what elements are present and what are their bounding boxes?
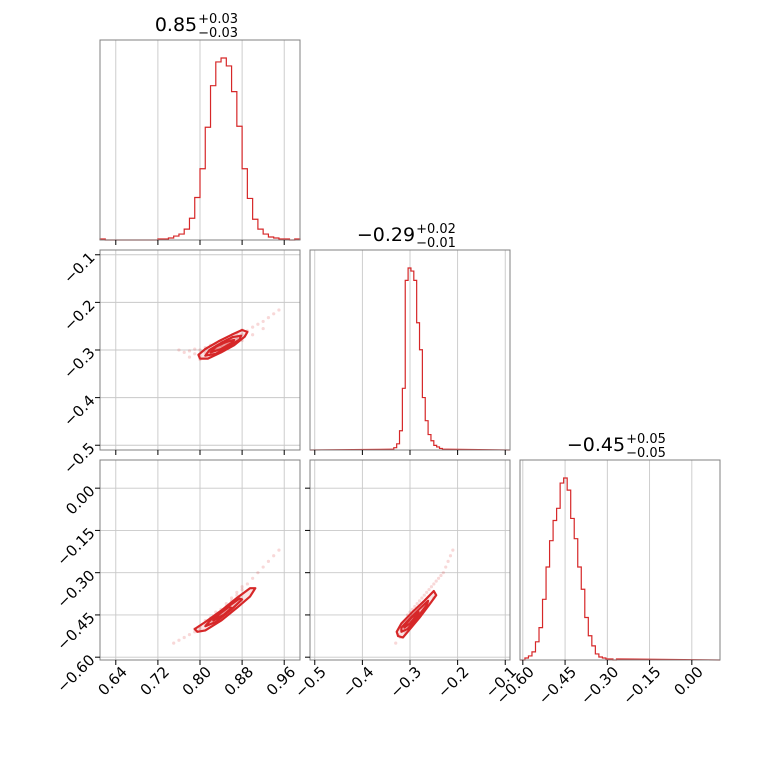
scatter-panel-1-2-point-0 (394, 641, 398, 645)
scatter-panel-0-2-point-30 (172, 641, 176, 645)
x-tick-label-2-2: −0.30 (577, 663, 622, 708)
hist-panel-2 (519, 459, 721, 665)
x-tick-label-0-2: 0.80 (179, 663, 215, 699)
x-tick-label-1-2: −0.3 (387, 663, 425, 701)
scatter-panel-1-2-point-22 (446, 559, 450, 564)
title-value-0: 0.85 (155, 14, 197, 36)
hist-panel-1 (309, 249, 511, 455)
y-tick-label-1-0: −0.5 (60, 439, 98, 477)
scatter-panel-1-2-point-24 (451, 548, 455, 552)
scatter-panel-0-1-point-5 (198, 348, 202, 352)
scatter-panel-1-2-point-13 (425, 590, 429, 594)
scatter-panel-1-2 (305, 459, 511, 665)
hist-title-0: 0.85 +0.03−0.03 (155, 12, 238, 41)
x-tick-label-1-0: −0.5 (291, 663, 329, 701)
scatter-panel-0-1-point-1 (187, 349, 192, 353)
scatter-panel-1-2-point-23 (448, 554, 453, 558)
scatter-panel-0-1-contour-2 (209, 338, 236, 354)
scatter-panel-1-2-point-21 (444, 565, 448, 569)
scatter-panel-1-2-point-20 (441, 571, 445, 575)
scatter-panel-0-1-point-26 (266, 316, 271, 320)
scatter-panel-0-2-point-28 (277, 548, 281, 552)
scatter-panel-0-2-point-4 (198, 627, 202, 631)
title-minus-2: −0.05 (626, 446, 666, 461)
x-tick-label-1-1: −0.4 (339, 663, 377, 701)
hist-panel-2-border (519, 459, 721, 661)
scatter-panel-1-2-point-15 (429, 585, 434, 589)
scatter-panel-0-2-point-23 (251, 576, 255, 580)
scatter-panel-0-1-point-28 (277, 308, 281, 312)
scatter-panel-1-2-point-11 (420, 596, 424, 600)
scatter-panel-0-1-point-25 (261, 319, 265, 324)
y-tick-label-1-4: −0.1 (60, 249, 98, 287)
scatter-panel-0-2-point-19 (235, 590, 239, 594)
y-tick-label-2-1: −0.45 (53, 609, 98, 654)
scatter-panel-0-2-point-25 (261, 565, 265, 569)
scatter-panel-0-2-point-1 (187, 633, 192, 637)
x-tick-label-2-1: −0.45 (535, 663, 580, 708)
x-tick-label-2-4: 0.00 (671, 663, 707, 699)
hist-title-1: −0.29 +0.02−0.01 (357, 222, 456, 251)
scatter-panel-0-1-point-27 (272, 312, 276, 316)
title-value-1: −0.29 (357, 224, 415, 246)
scatter-panel-0-2-point-22 (245, 582, 249, 586)
hist-panel-2-bg (520, 460, 720, 660)
scatter-panel-1-2-point-8 (413, 604, 417, 609)
scatter-panel-0-2-point-27 (272, 554, 276, 558)
scatter-panel-1-2-point-18 (436, 576, 441, 580)
y-tick-label-1-3: −0.2 (60, 296, 98, 334)
hist-panel-0 (99, 39, 301, 245)
scatter-panel-1-2-contour-2 (403, 610, 420, 629)
title-plus-2: +0.05 (626, 432, 666, 447)
title-minus-0: −0.03 (198, 26, 238, 41)
scatter-panel-1-2-point-10 (417, 599, 422, 603)
y-tick-label-2-2: −0.30 (53, 566, 98, 611)
scatter-panel-0-1-point-2 (193, 352, 197, 356)
scatter-panel-0-1-point-36 (251, 333, 255, 337)
scatter-panel-0-2-point-17 (229, 596, 234, 600)
scatter-panel-0-2 (95, 459, 301, 665)
y-tick-label-2-3: −0.15 (53, 524, 98, 569)
scatter-panel-1-2-point-16 (432, 582, 436, 586)
scatter-panel-1-2-point-14 (427, 587, 431, 592)
y-tick-label-1-2: −0.3 (60, 344, 98, 382)
scatter-panel-0-1-point-23 (251, 325, 255, 329)
scatter-panel-0-2-point-29 (177, 638, 181, 642)
scatter-panel-0-2-point-24 (256, 571, 260, 575)
scatter-panel-0-1-point-0 (182, 350, 186, 354)
title-value-2: −0.45 (567, 434, 625, 456)
scatter-panel-0-1-point-3 (193, 347, 197, 351)
hist-panel-1-histogram-line (309, 267, 511, 451)
scatter-panel-1-2-point-19 (439, 573, 443, 578)
title-plus-1: +0.02 (416, 222, 456, 237)
x-tick-label-2-3: −0.15 (619, 663, 664, 708)
scatter-panel-0-2-point-20 (240, 587, 244, 592)
scatter-panel-0-2-point-21 (240, 585, 244, 589)
title-plus-0: +0.03 (198, 12, 238, 27)
scatter-panel-1-2-point-17 (434, 579, 438, 583)
scatter-panel-0-1-point-29 (177, 348, 181, 352)
scatter-panel-0-1-point-30 (187, 355, 192, 359)
scatter-panel-0-1-point-24 (256, 322, 260, 326)
y-tick-label-1-1: −0.4 (60, 391, 98, 429)
scatter-panel-1-2-point-12 (422, 593, 426, 597)
scatter-panel-0-1-point-37 (261, 326, 265, 331)
x-tick-label-0-0: 0.64 (94, 663, 130, 699)
title-minus-1: −0.01 (416, 236, 456, 251)
y-tick-label-2-0: −0.60 (53, 651, 98, 696)
scatter-panel-0-1 (95, 249, 301, 455)
scatter-panel-0-2-point-0 (182, 635, 186, 640)
scatter-panel-0-2-point-26 (266, 559, 271, 564)
x-tick-label-1-3: −0.2 (434, 663, 472, 701)
scatter-panel-0-2-contour-2 (212, 605, 233, 622)
hist-panel-2-histogram-line (520, 477, 721, 661)
y-tick-label-2-4: 0.00 (62, 482, 98, 518)
scatter-panel-1-2-point-9 (415, 602, 419, 606)
hist-title-2: −0.45 +0.05−0.05 (567, 432, 666, 461)
x-tick-label-0-3: 0.88 (221, 663, 257, 699)
x-tick-label-0-1: 0.72 (137, 663, 173, 699)
x-tick-label-0-4: 0.96 (263, 663, 299, 699)
